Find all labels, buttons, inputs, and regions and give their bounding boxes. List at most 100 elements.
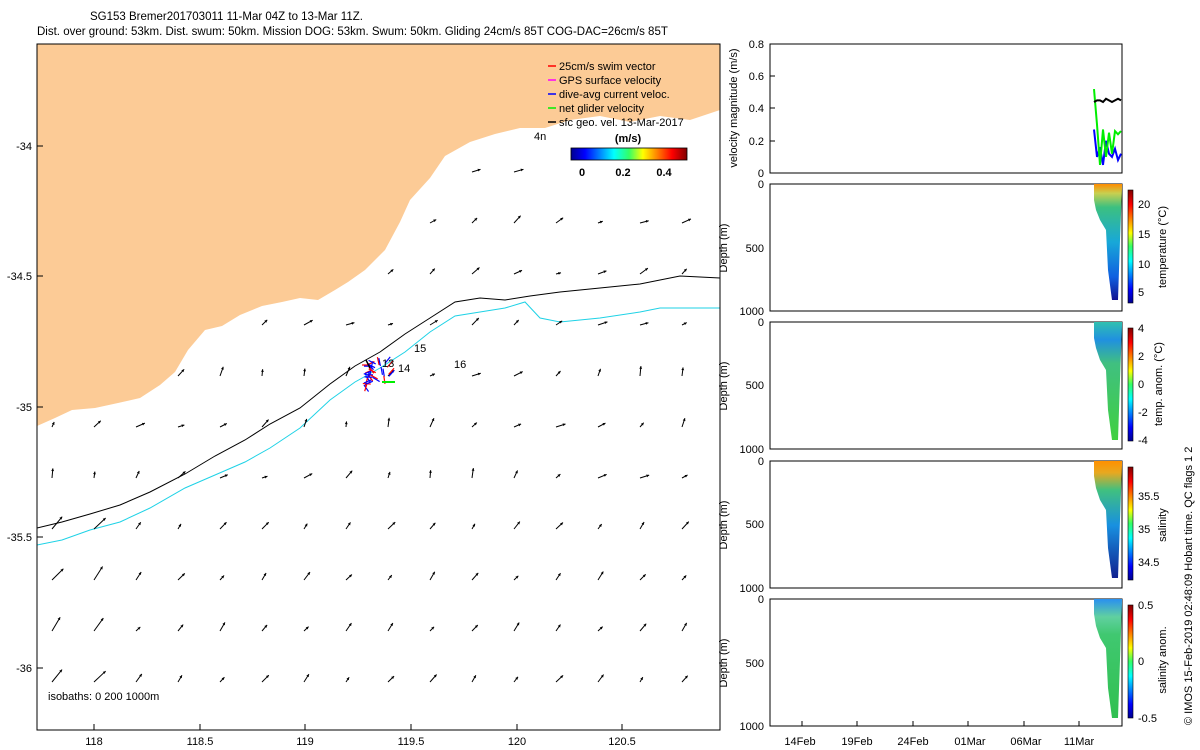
speed-colorbar-label: (m/s) (615, 133, 642, 145)
current-vector (93, 566, 104, 581)
velocity-ylabel: velocity magnitude (m/s) (728, 48, 740, 167)
salinity-anomaly-cbar-tick: 0.5 (1138, 600, 1153, 612)
current-vector (429, 319, 438, 326)
current-vector (51, 669, 63, 683)
map-y-tick-label: -34.5 (7, 271, 32, 283)
current-vector (429, 674, 437, 683)
current-vector (261, 475, 268, 479)
depth-tick: 1000 (740, 444, 764, 456)
track-vector (388, 369, 395, 377)
current-vector (51, 468, 55, 479)
current-vector (639, 623, 647, 632)
map-x-tick-label: 118 (85, 736, 103, 748)
current-vector (681, 268, 688, 275)
depth-tick: 0 (758, 317, 764, 329)
current-vector (387, 521, 396, 530)
current-vector (513, 423, 522, 428)
current-vector (471, 317, 480, 326)
current-vector (387, 471, 391, 479)
map-y-tick-label: -35 (16, 402, 32, 414)
current-vector (261, 319, 268, 326)
depth-tick: 500 (746, 243, 764, 255)
current-vector (471, 217, 478, 224)
current-vector (387, 269, 394, 275)
current-vector (177, 470, 186, 479)
track-vector (378, 358, 381, 367)
depth-tick: 500 (746, 658, 764, 670)
current-vector (219, 366, 224, 377)
current-vector (555, 217, 564, 224)
legend-label-gps: GPS surface velocity (559, 75, 662, 87)
current-vector (387, 417, 391, 428)
map-x-tick-label: 120 (508, 736, 526, 748)
salinity-anomaly-colorbar (1127, 604, 1134, 719)
current-vector (429, 626, 435, 632)
track-vector (365, 380, 374, 385)
salinity-cbar-tick: 35.5 (1138, 491, 1159, 503)
track-vector (386, 360, 393, 368)
day-label: 15 (414, 343, 426, 355)
track-vector (365, 375, 372, 383)
current-vector (345, 574, 353, 581)
current-vector (303, 418, 308, 428)
current-vector (597, 422, 606, 428)
track-vector (372, 377, 380, 383)
day-label: 14 (398, 363, 410, 375)
current-vector (93, 670, 107, 683)
speed-colorbar-tick: 0.4 (656, 167, 672, 179)
title-line-1: SG153 Bremer201703011 11-Mar 04Z to 13-M… (90, 11, 363, 23)
speed-colorbar-tick: 0.2 (615, 167, 630, 179)
temperature-curtain (1094, 184, 1122, 300)
current-vector (597, 626, 603, 632)
current-vector (555, 370, 561, 377)
current-vector (345, 470, 353, 479)
velocity-series-line (1093, 89, 1122, 165)
current-vector (303, 571, 311, 581)
depth-ylabel: Depth (m) (718, 639, 730, 688)
velocity-series-line (1093, 97, 1122, 104)
salinity-frame (769, 460, 1123, 589)
current-vector (345, 522, 351, 530)
time-tick: 01Mar (954, 736, 986, 748)
salinity-panel: 35.5 35 34.5 salinity 0 500 1000 Depth (… (718, 456, 1169, 595)
isobath-200 (37, 275, 720, 529)
current-vector (135, 521, 142, 530)
salinity-anomaly-cbar-tick: -0.5 (1138, 713, 1157, 725)
current-vector (51, 516, 63, 530)
current-vector (219, 575, 225, 581)
current-vector (681, 322, 687, 326)
temp-anomaly-cbar-tick: 0 (1138, 379, 1144, 391)
track-vector (368, 359, 376, 365)
temp-anomaly-frame (769, 321, 1123, 450)
current-vector (597, 220, 603, 224)
current-vector (261, 572, 267, 581)
current-vector (93, 617, 104, 632)
current-vector (303, 473, 313, 479)
day-labels: 4n 13 14 15 16 (382, 131, 546, 375)
current-vector (387, 574, 393, 581)
current-vector (471, 267, 480, 275)
time-tick: 19Feb (841, 736, 872, 748)
salinity-curtain (1094, 461, 1122, 578)
footer-credit: © IMOS 15-Feb-2019 02:48:09 Hobart time.… (1183, 447, 1195, 725)
legend-label-sfc: sfc geo. vel. 13-Mar-2017 (559, 117, 684, 129)
current-vector (681, 521, 690, 530)
current-vector (555, 271, 562, 275)
current-vector (681, 675, 689, 683)
current-vector (219, 622, 226, 632)
current-vector (639, 676, 644, 683)
temp-anomaly-cbar-label: temp. anom. (°C) (1153, 342, 1165, 426)
current-vector (471, 675, 477, 683)
current-vector (345, 622, 352, 632)
time-tick: 14Feb (784, 736, 815, 748)
track-vector (365, 359, 371, 369)
current-vector (513, 622, 520, 632)
depth-tick: 0 (758, 456, 764, 468)
current-vector (639, 267, 649, 275)
salinity-anomaly-curtain (1094, 599, 1122, 718)
depth-ylabel: Depth (m) (718, 362, 730, 411)
temperature-cbar-label: temperature (°C) (1157, 206, 1169, 288)
map-y-tick-label: -34 (16, 141, 32, 153)
surface-current-vectors (51, 168, 692, 683)
temp-anomaly-cbar-tick: 2 (1138, 351, 1144, 363)
